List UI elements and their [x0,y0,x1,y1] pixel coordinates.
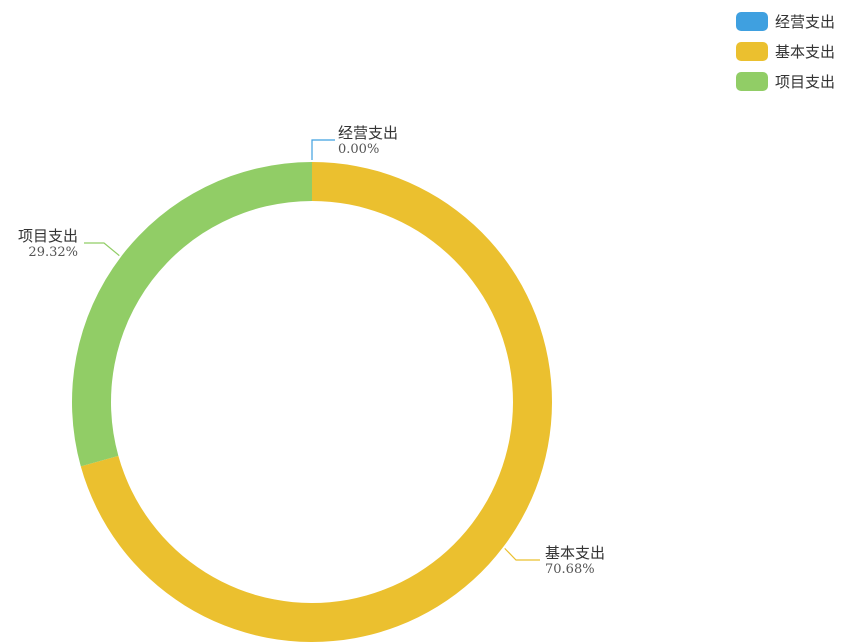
leader-line-0 [311,139,335,160]
legend-item-2[interactable]: 项目支出 [736,66,835,96]
donut-slice-2[interactable] [71,162,313,467]
legend-swatch [736,11,768,31]
legend-item-1[interactable]: 基本支出 [736,36,835,66]
legend-item-0[interactable]: 经营支出 [736,6,835,36]
legend-label: 经营支出 [775,12,836,31]
slice-percent-label-1: 70.68% [545,562,595,577]
legend-label: 基本支出 [775,42,836,61]
slice-name-label-1: 基本支出 [545,544,605,562]
slice-name-label-2: 项目支出 [18,227,78,245]
legend-swatch [736,41,768,61]
leader-line-1 [504,547,540,561]
legend-label: 项目支出 [775,72,836,91]
legend: 经营支出 基本支出 项目支出 [736,6,835,96]
leader-line-2 [84,242,120,257]
slice-percent-label-2: 29.32% [28,245,78,260]
slice-name-label-0: 经营支出 [338,124,398,142]
legend-swatch [736,71,768,91]
slice-percent-label-0: 0.00% [338,142,379,157]
